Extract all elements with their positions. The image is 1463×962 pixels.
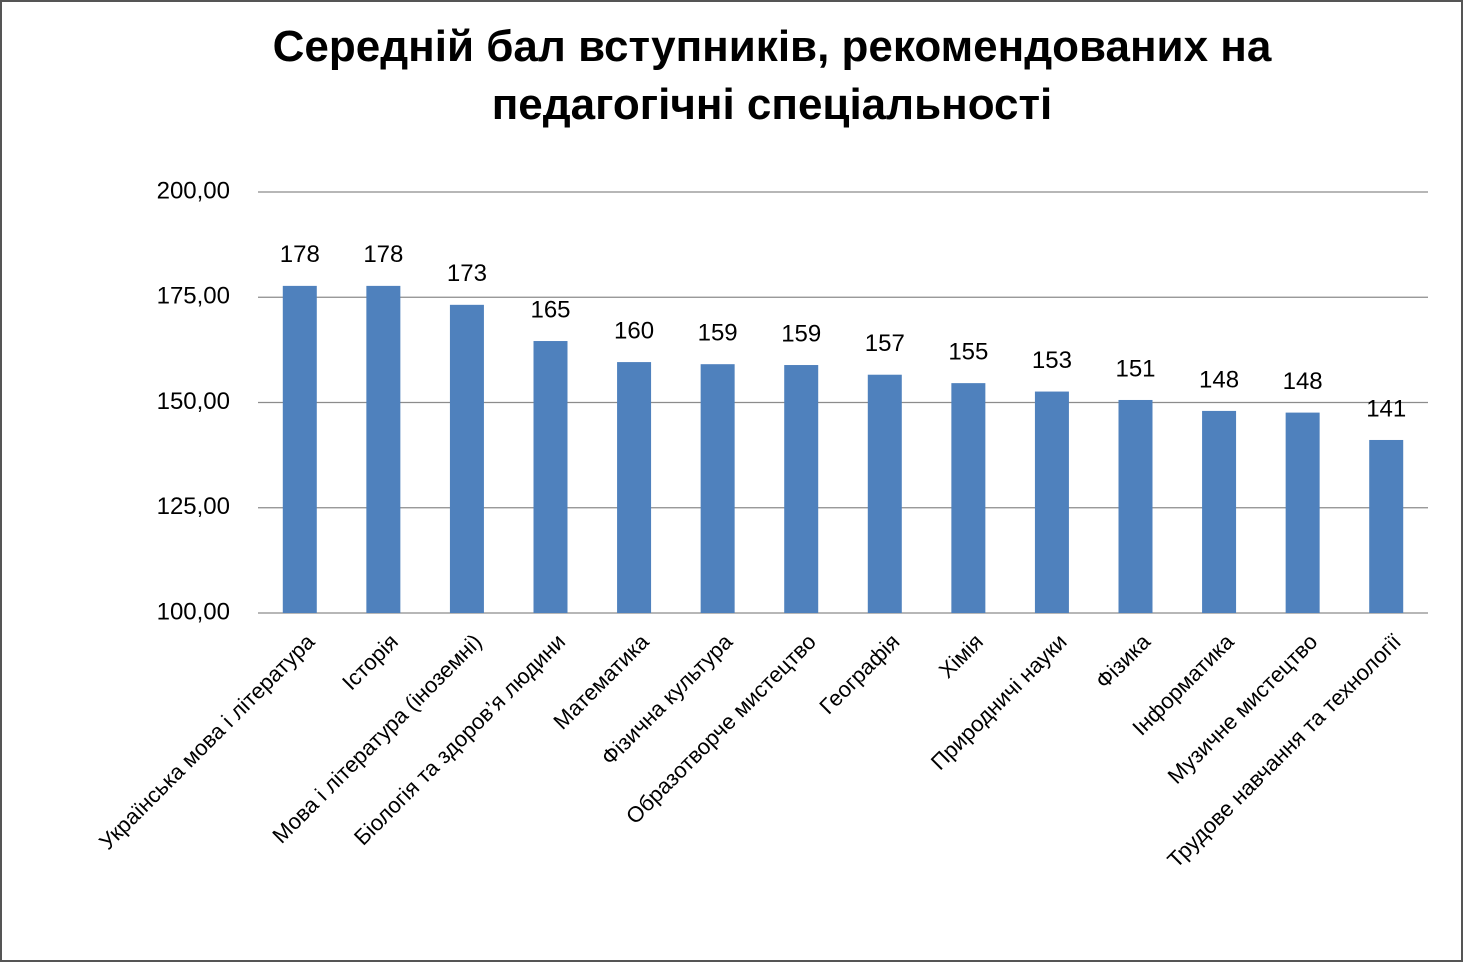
x-tick-label: Хімія — [934, 629, 988, 683]
y-tick-label: 125,00 — [157, 493, 230, 520]
data-label: 160 — [614, 317, 654, 344]
x-tick-label: Фізика — [1091, 628, 1156, 693]
data-label: 178 — [363, 241, 403, 268]
x-tick-label: Історія — [337, 629, 403, 695]
bar — [867, 374, 902, 613]
data-label: 173 — [447, 260, 487, 287]
bar — [1118, 399, 1153, 613]
y-tick-label: 100,00 — [157, 598, 230, 625]
x-tick-label: Музичне мистецтво — [1163, 629, 1323, 789]
bar — [533, 341, 568, 613]
bar — [951, 383, 986, 613]
data-label: 153 — [1032, 347, 1072, 374]
data-label: 159 — [698, 320, 738, 347]
data-label: 157 — [865, 330, 905, 357]
bar — [449, 304, 484, 613]
bar — [282, 285, 317, 613]
data-label: 165 — [530, 296, 570, 323]
data-label: 141 — [1366, 395, 1406, 422]
bar — [617, 362, 652, 613]
data-label: 155 — [948, 338, 988, 365]
x-tick-label: Географія — [814, 629, 904, 719]
bar — [700, 364, 735, 613]
data-label: 148 — [1199, 366, 1239, 393]
chart-title: Середній бал вступників, рекомендованих … — [272, 22, 1272, 129]
y-tick-label: 175,00 — [157, 283, 230, 310]
bar — [784, 365, 819, 613]
y-tick-label: 200,00 — [157, 177, 230, 204]
bar — [1202, 410, 1237, 613]
data-label: 148 — [1283, 368, 1323, 395]
bar — [1369, 439, 1404, 613]
y-tick-label: 150,00 — [157, 388, 230, 415]
bar — [366, 285, 401, 613]
bar — [1034, 391, 1069, 613]
bar — [1285, 412, 1320, 613]
data-label: 151 — [1115, 355, 1155, 382]
data-label: 159 — [781, 320, 821, 347]
data-label: 178 — [280, 241, 320, 268]
